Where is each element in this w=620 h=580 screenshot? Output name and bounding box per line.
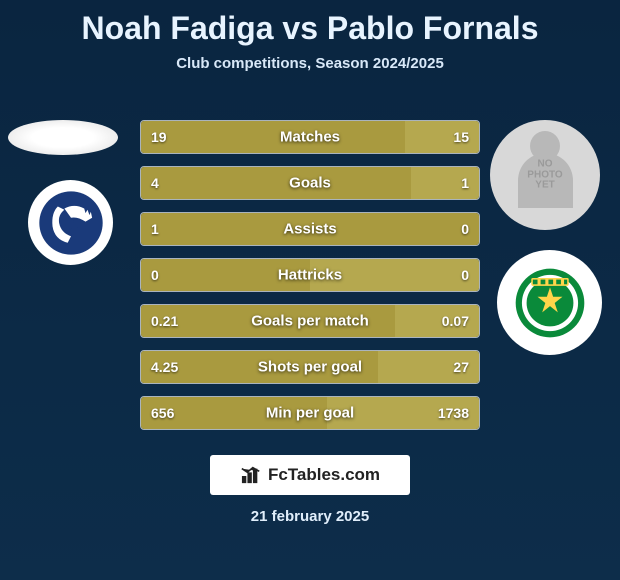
- indian-head-icon: [38, 190, 104, 256]
- value-left: 656: [151, 405, 174, 421]
- team-left-badge: [28, 180, 113, 265]
- stat-row: 4.25 27 Shots per goal: [140, 350, 480, 384]
- stat-row: 4 1 Goals: [140, 166, 480, 200]
- stat-label: Assists: [283, 221, 336, 238]
- stat-label: Matches: [280, 129, 340, 146]
- value-left: 4: [151, 175, 159, 191]
- stat-label: Min per goal: [266, 405, 354, 422]
- value-left: 19: [151, 129, 167, 145]
- player-right-avatar: NOPHOTOYET: [490, 120, 600, 230]
- value-right: 0: [461, 267, 469, 283]
- stat-row: 0.21 0.07 Goals per match: [140, 304, 480, 338]
- value-right: 1738: [438, 405, 469, 421]
- stat-row: 1 0 Assists: [140, 212, 480, 246]
- stat-row: 19 15 Matches: [140, 120, 480, 154]
- value-right: 0.07: [442, 313, 469, 329]
- value-left: 0.21: [151, 313, 178, 329]
- logo-text: FcTables.com: [268, 465, 380, 485]
- value-right: 0: [461, 221, 469, 237]
- page-title: Noah Fadiga vs Pablo Fornals: [0, 0, 620, 47]
- stats-container: 19 15 Matches 4 1 Goals 1 0 Assists 0 0 Hattricks 0.…: [140, 120, 480, 442]
- bar-left: [141, 167, 411, 199]
- value-right: 1: [461, 175, 469, 191]
- stat-label: Hattricks: [278, 267, 342, 284]
- stat-label: Shots per goal: [258, 359, 362, 376]
- chart-icon: [240, 464, 262, 486]
- stat-row: 656 1738 Min per goal: [140, 396, 480, 430]
- team-right-badge: [497, 250, 602, 355]
- value-left: 1: [151, 221, 159, 237]
- value-left: 0: [151, 267, 159, 283]
- player-left-avatar: [8, 120, 118, 155]
- stat-row: 0 0 Hattricks: [140, 258, 480, 292]
- no-photo-label: NOPHOTOYET: [527, 159, 562, 191]
- value-left: 4.25: [151, 359, 178, 375]
- value-right: 27: [453, 359, 469, 375]
- date-label: 21 february 2025: [251, 508, 369, 525]
- stat-label: Goals per match: [251, 313, 369, 330]
- stat-label: Goals: [289, 175, 331, 192]
- subtitle: Club competitions, Season 2024/2025: [0, 55, 620, 72]
- bar-left: [141, 121, 405, 153]
- betis-crest-icon: [511, 264, 589, 342]
- value-right: 15: [453, 129, 469, 145]
- fctables-logo: FcTables.com: [210, 455, 410, 495]
